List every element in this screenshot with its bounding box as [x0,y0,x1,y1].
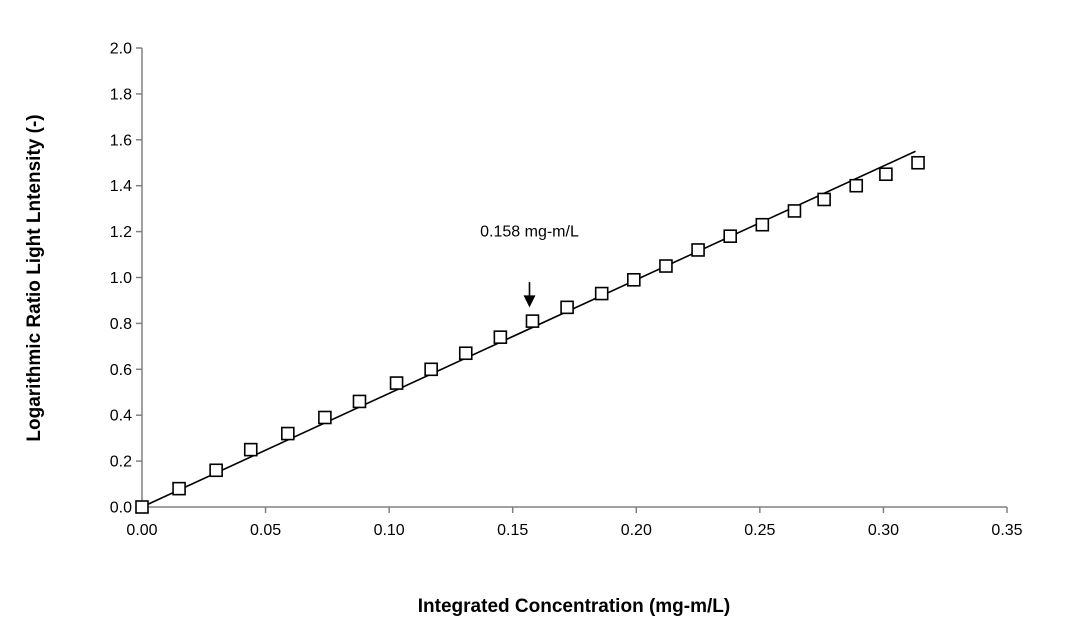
data-point [493,330,508,344]
y-tick-label: 1.2 [110,224,132,241]
data-point [352,394,367,409]
y-tick-label: 2.0 [110,41,132,58]
annotations: 0.158 mg-m/L [480,224,579,308]
annotation-label: 0.158 mg-m/L [480,224,579,241]
y-tick-label: 0.6 [110,362,132,379]
data-point [318,410,332,425]
x-tick-label: 0.25 [744,522,775,539]
data-point [389,376,404,390]
y-tick-label: 1.6 [110,132,132,149]
x-tick-label: 0.00 [126,522,157,539]
y-tick-label: 1.4 [110,178,132,195]
data-point [849,178,864,193]
fit-line-layer [141,150,916,508]
y-tick-label: 1.0 [110,270,132,287]
axes: 0.0 0.2 0.4 0.6 0.8 1.0 1.2 1.4 1.6 1.8 2.0 0.00 0.0… [110,41,1023,540]
annotation-arrow-head [523,295,536,308]
y-tick-label: 1.8 [110,86,132,103]
x-tick-label: 0.30 [868,522,899,539]
data-point [817,192,831,207]
data-point [458,346,473,361]
data-point [594,286,609,301]
x-tick-label: 0.20 [621,522,652,539]
x-axis-title: Integrated Concentration (mg-m/L) [418,596,730,617]
x-tick-label: 0.35 [991,522,1022,539]
data-point [691,243,705,257]
y-axis-title: Logarithmic Ratio Light Lntensity (-) [24,114,45,441]
data-point [879,167,893,182]
data-point [560,300,574,315]
data-point [243,442,258,457]
data-point [911,155,925,170]
x-tick-label: 0.10 [374,522,405,539]
data-point [281,426,295,441]
data-point [755,217,770,232]
x-tick-label: 0.05 [250,522,281,539]
data-point [209,463,223,478]
data-point [172,481,186,496]
data-point [525,314,540,328]
y-tick-label: 0.0 [110,500,132,517]
y-tick-label: 0.8 [110,316,132,333]
data-point [135,500,149,514]
data-points [135,155,925,514]
data-point [723,229,738,243]
y-tick-label: 0.2 [110,454,132,471]
data-point [787,204,802,218]
x-tick-label: 0.15 [497,522,528,539]
y-tick-label: 0.4 [110,408,132,425]
data-point [659,259,673,273]
data-point [627,272,641,287]
fit-line [141,150,916,508]
data-point [424,362,438,377]
